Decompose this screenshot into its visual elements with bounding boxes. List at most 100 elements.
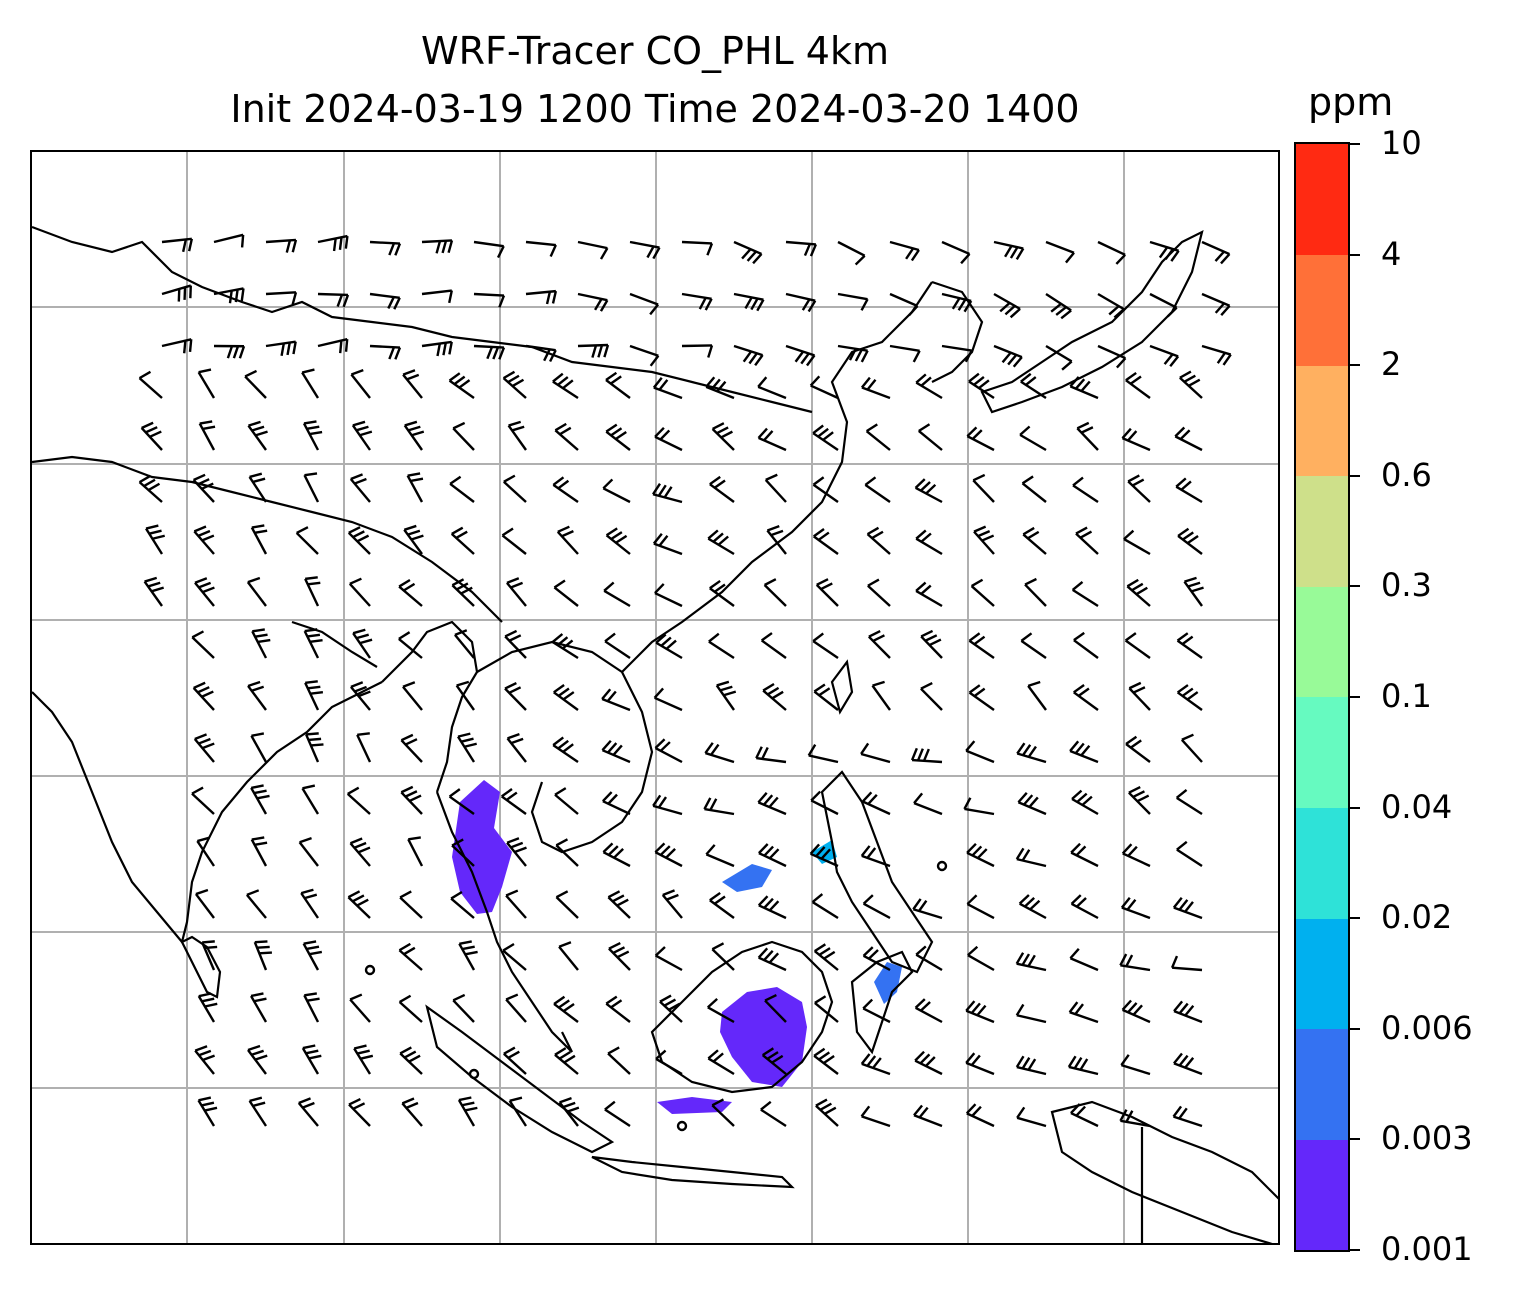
- wind-barb: [762, 682, 787, 711]
- colorbar-tick: [1350, 1138, 1360, 1141]
- wind-barb: [1175, 477, 1203, 504]
- wind-barbs: [138, 233, 1232, 1132]
- wind-barb: [558, 941, 579, 971]
- wind-barb: [398, 631, 423, 659]
- wind-barb: [866, 526, 891, 555]
- colorbar-tick-label: 0.3: [1381, 566, 1432, 605]
- wind-barb: [525, 240, 557, 258]
- wind-barb: [1173, 1052, 1203, 1076]
- wind-barb: [402, 681, 423, 711]
- wind-barb: [1015, 1055, 1047, 1076]
- wind-barb: [1183, 576, 1204, 607]
- wind-barb: [194, 1045, 216, 1075]
- wind-barb: [1016, 1106, 1047, 1128]
- wind-barb: [407, 836, 424, 867]
- chart-title-line-2: Init 2024-03-19 1200 Time 2024-03-20 140…: [230, 87, 1080, 131]
- wind-barb: [1120, 1054, 1151, 1076]
- wind-barb: [711, 422, 735, 451]
- wind-barb: [815, 1098, 839, 1127]
- wind-barb: [605, 423, 631, 451]
- coastline-myanmar: [381, 620, 479, 793]
- wind-barb: [349, 993, 371, 1023]
- wind-barb: [681, 292, 713, 311]
- wind-barb: [143, 576, 165, 607]
- wind-barb: [733, 240, 763, 265]
- wind-barb: [398, 578, 423, 607]
- wind-barb: [1045, 344, 1073, 371]
- wind-barb: [785, 344, 816, 367]
- wind-barb: [1015, 847, 1047, 868]
- coastline-borneo: [650, 940, 834, 1094]
- wind-barb: [604, 1100, 631, 1128]
- wind-barb: [297, 1097, 319, 1127]
- wind-barb: [553, 683, 579, 711]
- wind-barb: [192, 681, 215, 711]
- wind-barb: [506, 837, 527, 867]
- wind-barb: [1173, 1000, 1203, 1024]
- wind-barb: [809, 843, 839, 868]
- wind-barb: [247, 420, 268, 451]
- wind-barb: [503, 1046, 527, 1075]
- colorbar-tick-label: 0.006: [1381, 1008, 1473, 1047]
- wind-barb: [1120, 896, 1151, 920]
- wind-barb: [303, 472, 320, 503]
- wind-barb: [191, 630, 215, 659]
- wind-barb: [505, 993, 527, 1023]
- wind-barb: [554, 422, 579, 451]
- wind-barb: [755, 746, 787, 764]
- tracer-concentration-layer: [452, 780, 902, 1114]
- wind-barb: [963, 797, 995, 816]
- wind-barb: [607, 1046, 631, 1075]
- wind-barb: [145, 524, 166, 555]
- wind-barb: [605, 527, 631, 555]
- wind-barb: [970, 578, 995, 607]
- wind-barb: [862, 998, 891, 1024]
- wind-barb: [192, 473, 215, 503]
- wind-barb: [915, 529, 943, 556]
- wind-barb: [1018, 894, 1047, 920]
- wind-barb: [398, 942, 423, 971]
- wind-barb: [653, 687, 683, 712]
- wind-barb: [973, 525, 995, 555]
- wind-barb: [715, 680, 737, 711]
- wind-barb: [1068, 1001, 1099, 1024]
- wind-barb: [1172, 1105, 1203, 1128]
- wind-barb: [812, 424, 839, 451]
- wind-barb: [889, 292, 919, 317]
- wind-barb: [941, 292, 973, 313]
- wind-barb: [914, 478, 943, 504]
- wind-barb: [451, 578, 475, 607]
- wind-barb: [1126, 578, 1151, 607]
- wind-barb: [556, 525, 579, 555]
- wind-barb: [553, 995, 579, 1023]
- wind-barb: [201, 940, 218, 971]
- wind-barb: [473, 344, 506, 360]
- wind-barb: [603, 581, 631, 608]
- wind-barb: [1128, 786, 1151, 815]
- wind-barb: [356, 732, 372, 763]
- wind-barb: [1027, 680, 1047, 711]
- map-panel: [30, 150, 1280, 1245]
- wind-barb: [766, 525, 787, 555]
- wind-barb: [500, 788, 527, 815]
- wind-barb: [406, 472, 424, 503]
- colorbar-tick: [1350, 696, 1360, 698]
- wind-barb: [457, 1096, 478, 1127]
- wind-barb: [265, 340, 297, 357]
- wind-barb: [1201, 344, 1232, 366]
- wind-barb: [1069, 376, 1099, 400]
- wind-barb: [785, 240, 818, 257]
- wind-barb: [860, 845, 891, 868]
- colorbar-tick-label: 4: [1381, 234, 1402, 273]
- wind-barb: [1119, 953, 1151, 972]
- tracer-plume-indochina: [452, 780, 512, 914]
- wind-barb: [194, 888, 215, 919]
- wind-barb: [810, 790, 839, 816]
- wind-barb: [605, 371, 631, 399]
- colorbar-tick: [1350, 585, 1360, 588]
- wind-barb: [757, 947, 787, 972]
- wind-barb: [421, 289, 453, 304]
- wind-barb: [809, 375, 839, 400]
- wind-barb: [965, 1052, 995, 1076]
- wind-barb: [1071, 789, 1099, 816]
